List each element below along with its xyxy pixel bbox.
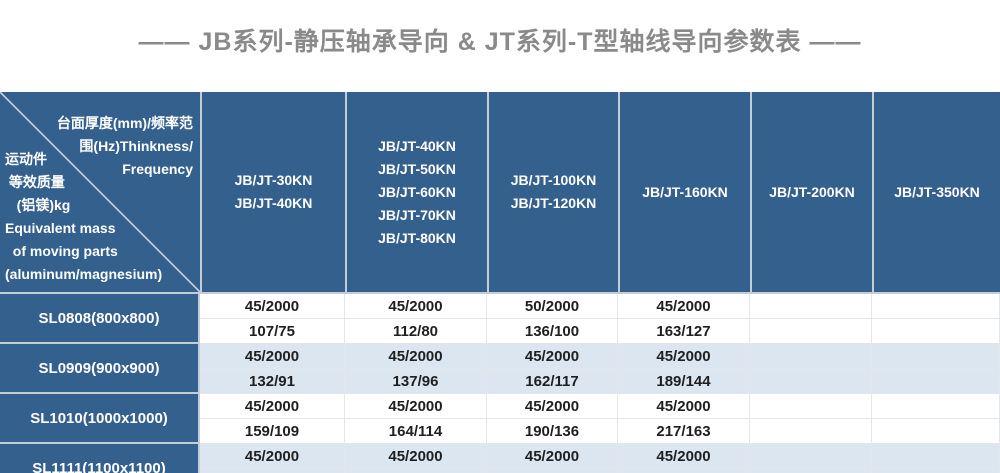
table-cell	[750, 394, 872, 419]
table-cell	[750, 469, 872, 473]
corner-row-axis-label: 运动件 等效质量 (铝镁)kg Equivalent mass of movin…	[5, 151, 163, 282]
corner-header-cell: 台面厚度(mm)/频率范 围(Hz)Thinkness/ Frequency 运…	[0, 92, 200, 292]
table-cell: 45/2000	[200, 394, 345, 419]
table-cell	[872, 319, 1000, 344]
table-cell	[750, 369, 872, 394]
table-row-group: SL0909(900x900) 45/2000 45/2000 45/2000 …	[0, 344, 1000, 394]
table-cell	[872, 344, 1000, 369]
column-header-jbjt-30-40kn: JB/JT-30KN JB/JT-40KN	[200, 92, 345, 292]
table-row: 45/2000 45/2000 45/2000 45/2000	[200, 394, 1000, 419]
table-header-row: 台面厚度(mm)/频率范 围(Hz)Thinkness/ Frequency 运…	[0, 92, 1000, 294]
table-cell	[487, 469, 618, 473]
table-cell	[750, 344, 872, 369]
table-cell	[750, 419, 872, 444]
column-header-jbjt-40-80kn: JB/JT-40KN JB/JT-50KN JB/JT-60KN JB/JT-7…	[345, 92, 487, 292]
table-cell: 45/2000	[345, 394, 487, 419]
table-row-group: SL1111(1100x1100) 45/2000 45/2000 45/200…	[0, 444, 1000, 473]
table-row: 159/109 164/114 190/136 217/163	[200, 419, 1000, 444]
table-row	[200, 469, 1000, 473]
row-label: SL0808(800x800)	[0, 294, 200, 344]
table-cell: 163/127	[618, 319, 750, 344]
table-cell: 45/2000	[618, 394, 750, 419]
table-row: 45/2000 45/2000 45/2000 45/2000	[200, 444, 1000, 469]
table-cell: 159/109	[200, 419, 345, 444]
column-header-jbjt-350kn: JB/JT-350KN	[872, 92, 1000, 292]
table-cell	[750, 444, 872, 469]
table-row: 132/91 137/96 162/117 189/144	[200, 369, 1000, 394]
column-header-jbjt-160kn: JB/JT-160KN	[618, 92, 750, 292]
row-label: SL1111(1100x1100)	[0, 444, 200, 473]
table-cell: 189/144	[618, 369, 750, 394]
row-label: SL0909(900x900)	[0, 344, 200, 394]
table-cell: 45/2000	[618, 344, 750, 369]
table-cell: 45/2000	[618, 294, 750, 319]
column-header-jbjt-200kn: JB/JT-200KN	[750, 92, 872, 292]
table-cell	[872, 469, 1000, 473]
table-cell: 45/2000	[487, 344, 618, 369]
table-cell	[618, 469, 750, 473]
table-cell: 112/80	[345, 319, 487, 344]
table-row-group: SL1010(1000x1000) 45/2000 45/2000 45/200…	[0, 394, 1000, 444]
table-cell	[750, 294, 872, 319]
table-cell: 45/2000	[345, 344, 487, 369]
table-cell: 45/2000	[200, 294, 345, 319]
table-cell: 217/163	[618, 419, 750, 444]
table-cell	[200, 469, 345, 473]
table-cell	[345, 469, 487, 473]
table-cell: 190/136	[487, 419, 618, 444]
corner-column-axis-label: 台面厚度(mm)/频率范 围(Hz)Thinkness/ Frequency	[56, 115, 193, 177]
table-cell: 45/2000	[487, 444, 618, 469]
page-title: —— JB系列-静压轴承导向 & JT系列-T型轴线导向参数表 ——	[138, 28, 862, 56]
table-row: 45/2000 45/2000 45/2000 45/2000	[200, 344, 1000, 369]
table-cell	[872, 294, 1000, 319]
table-cell: 164/114	[345, 419, 487, 444]
table-cell	[872, 369, 1000, 394]
column-header-jbjt-100-120kn: JB/JT-100KN JB/JT-120KN	[487, 92, 618, 292]
table-cell: 45/2000	[345, 294, 487, 319]
row-label: SL1010(1000x1000)	[0, 394, 200, 444]
table-cell: 136/100	[487, 319, 618, 344]
table-cell: 45/2000	[200, 444, 345, 469]
table-cell: 45/2000	[618, 444, 750, 469]
table-row-group: SL0808(800x800) 45/2000 45/2000 50/2000 …	[0, 294, 1000, 344]
table-cell: 45/2000	[200, 344, 345, 369]
diagonal-divider	[0, 92, 200, 292]
spec-table: 台面厚度(mm)/频率范 围(Hz)Thinkness/ Frequency 运…	[0, 92, 1000, 473]
table-cell	[750, 319, 872, 344]
table-cell: 45/2000	[345, 444, 487, 469]
table-row: 107/75 112/80 136/100 163/127	[200, 319, 1000, 344]
table-cell	[872, 419, 1000, 444]
table-cell: 162/117	[487, 369, 618, 394]
table-cell: 50/2000	[487, 294, 618, 319]
table-cell: 137/96	[345, 369, 487, 394]
table-cell: 107/75	[200, 319, 345, 344]
table-cell: 45/2000	[487, 394, 618, 419]
table-row: 45/2000 45/2000 50/2000 45/2000	[200, 294, 1000, 319]
table-cell: 132/91	[200, 369, 345, 394]
table-cell	[872, 444, 1000, 469]
table-cell	[872, 394, 1000, 419]
